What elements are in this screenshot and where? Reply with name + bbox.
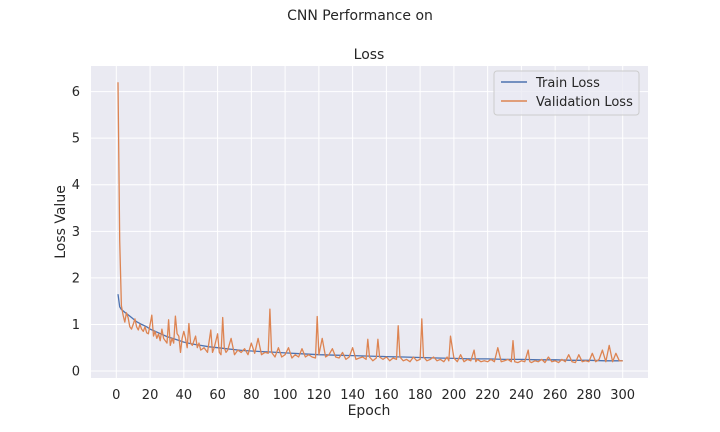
y-tick-label-6: 6 — [72, 85, 80, 100]
x-tick-label-100: 100 — [273, 388, 298, 403]
x-tick-label-200: 200 — [441, 388, 466, 403]
chart-title: Loss — [354, 47, 385, 63]
x-tick-label-300: 300 — [610, 388, 635, 403]
x-tick-label-120: 120 — [306, 388, 331, 403]
x-tick-label-140: 140 — [340, 388, 365, 403]
y-tick-label-5: 5 — [72, 132, 80, 147]
y-tick-label-0: 0 — [72, 365, 80, 380]
legend-box — [493, 70, 640, 116]
legend-label-validation-loss: Validation Loss — [536, 95, 633, 110]
series-line-validation-loss — [117, 82, 623, 364]
x-tick-label-40: 40 — [176, 388, 193, 403]
legend: Train Loss Validation Loss — [493, 70, 640, 116]
x-tick-label-160: 160 — [374, 388, 399, 403]
x-tick-label-80: 80 — [243, 388, 260, 403]
grid-lines — [91, 66, 648, 378]
x-tick-label-280: 280 — [577, 388, 602, 403]
figure-suptitle: CNN Performance on — [287, 8, 433, 24]
x-tick-label-60: 60 — [209, 388, 226, 403]
y-axis-label: Loss Value — [53, 185, 69, 259]
series-line-train-loss — [117, 294, 623, 362]
y-tick-label-2: 2 — [72, 271, 80, 286]
x-tick-label-240: 240 — [509, 388, 534, 403]
y-tick-label-4: 4 — [72, 178, 80, 193]
x-tick-label-180: 180 — [408, 388, 433, 403]
x-tick-label-0: 0 — [112, 388, 120, 403]
x-tick-label-20: 20 — [142, 388, 159, 403]
tick-labels: 0 20 40 60 80 100 120 140 160 180 200 220 240 260 280 3… — [72, 85, 635, 403]
y-tick-label-3: 3 — [72, 225, 80, 240]
x-tick-label-260: 260 — [543, 388, 568, 403]
x-tick-label-220: 220 — [475, 388, 500, 403]
legend-label-train-loss: Train Loss — [535, 76, 600, 91]
x-axis-label: Epoch — [348, 403, 391, 419]
series-lines — [117, 82, 623, 364]
y-tick-label-1: 1 — [72, 318, 80, 333]
